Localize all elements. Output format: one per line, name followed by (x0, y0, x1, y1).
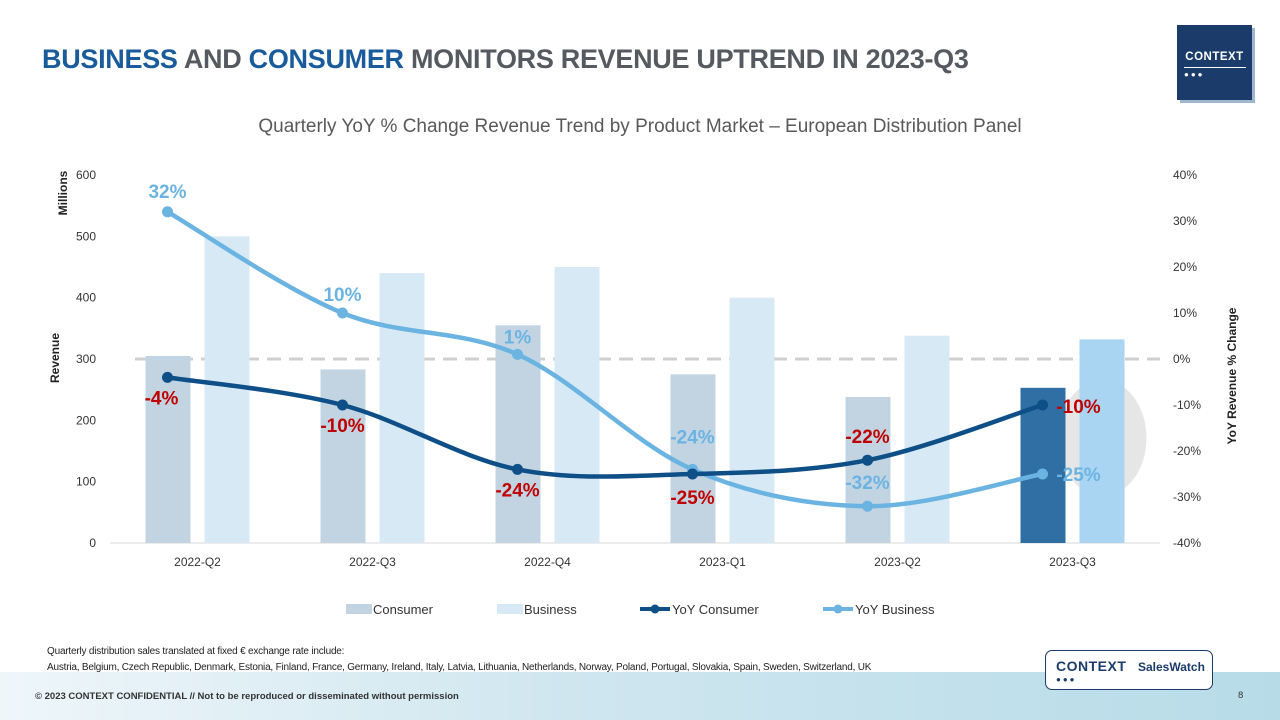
y2-tick-label: -30% (1173, 490, 1201, 504)
point-yoy-consumer (1037, 399, 1048, 411)
y-tick-label: 100 (76, 475, 96, 489)
point-yoy-business (162, 206, 173, 218)
x-tick-label: 2022-Q3 (349, 555, 396, 569)
legend-marker (650, 604, 660, 614)
saleswatch-badge: CONTEXT SalesWatch ●●● (1045, 650, 1213, 690)
line-yoy-business (165, 209, 1045, 509)
bar-consumer (1020, 387, 1066, 543)
copyright-text: © 2023 CONTEXT CONFIDENTIAL // Not to be… (35, 691, 459, 702)
point-yoy-business (1037, 468, 1048, 480)
point-yoy-business (512, 348, 523, 360)
label-yoy-business: -24% (670, 427, 714, 448)
y-unit-label: Millions (56, 170, 70, 215)
y2-tick-label: -40% (1173, 536, 1201, 550)
label-yoy-business: 32% (148, 182, 186, 203)
label-yoy-consumer: -25% (670, 488, 714, 509)
bar-business (204, 236, 250, 544)
y-tick-label: 500 (76, 229, 96, 243)
footnote-line-1: Quarterly distribution sales translated … (47, 646, 345, 657)
x-tick-label: 2023-Q2 (874, 555, 921, 569)
y2-axis-title: YoY Revenue % Change (1225, 307, 1239, 444)
y2-tick-label: 10% (1173, 306, 1197, 320)
point-yoy-business (862, 500, 873, 512)
title-business: BUSINESS (42, 44, 178, 74)
footnote-countries: Austria, Belgium, Czech Republic, Denmar… (47, 662, 872, 673)
line-yoy-consumer (165, 375, 1045, 479)
label-yoy-business: -25% (1056, 465, 1100, 486)
legend-marker (833, 604, 843, 614)
saleswatch-dots-icon: ●●● (1056, 675, 1077, 684)
logo-dots-icon: ●●● (1184, 70, 1205, 79)
x-tick-label: 2023-Q3 (1049, 555, 1096, 569)
point-yoy-consumer (162, 371, 173, 383)
y2-tick-label: 30% (1173, 214, 1197, 228)
label-yoy-consumer: -4% (145, 388, 179, 409)
x-tick-label: 2023-Q1 (699, 555, 746, 569)
point-yoy-business (337, 307, 348, 319)
y-tick-label: 300 (76, 352, 96, 366)
bar-business (729, 297, 775, 543)
y2-tick-label: -20% (1173, 444, 1201, 458)
y2-tick-label: 20% (1173, 260, 1197, 274)
label-yoy-consumer: -22% (845, 427, 889, 448)
y2-tick-label: 40% (1173, 168, 1197, 182)
saleswatch-text: SalesWatch (1138, 660, 1205, 674)
point-yoy-consumer (862, 454, 873, 466)
label-yoy-consumer: -10% (1056, 397, 1100, 418)
saleswatch-context-text: CONTEXT (1056, 658, 1127, 674)
page-number: 8 (1238, 690, 1244, 701)
page-title: BUSINESS AND CONSUMER MONITORS REVENUE U… (42, 44, 969, 75)
label-yoy-business: -32% (845, 473, 889, 494)
chart-title: Quarterly YoY % Change Revenue Trend by … (258, 116, 1022, 137)
y-tick-label: 600 (76, 168, 96, 182)
legend-label: YoY Business (855, 602, 935, 617)
bar-consumer (670, 374, 716, 543)
y-tick-label: 0 (89, 536, 96, 550)
title-and: AND (177, 44, 249, 74)
label-yoy-business: 1% (504, 327, 532, 348)
title-rest: MONITORS REVENUE UPTREND IN 2023-Q3 (403, 44, 969, 74)
y2-tick-label: 0% (1173, 352, 1191, 366)
y2-tick-label: -10% (1173, 398, 1201, 412)
y-tick-label: 200 (76, 413, 96, 427)
logo-divider (1184, 67, 1246, 68)
point-yoy-consumer (337, 399, 348, 411)
y-tick-label: 400 (76, 291, 96, 305)
x-tick-label: 2022-Q4 (524, 555, 571, 569)
label-yoy-consumer: -10% (320, 416, 364, 437)
y-axis-title: Revenue (48, 333, 62, 383)
label-yoy-consumer: -24% (495, 480, 539, 501)
point-yoy-consumer (687, 468, 698, 480)
bar-business (1079, 339, 1125, 543)
legend-label: YoY Consumer (672, 602, 759, 617)
legend-swatch (497, 604, 523, 614)
label-yoy-business: 10% (323, 285, 361, 306)
context-logo: CONTEXT ●●● (1177, 25, 1252, 100)
legend-label: Consumer (373, 602, 434, 617)
x-tick-label: 2022-Q2 (174, 555, 221, 569)
point-yoy-consumer (512, 463, 523, 475)
bar-consumer (845, 397, 891, 543)
bar-consumer (320, 369, 366, 543)
bar-business (379, 273, 425, 543)
legend-label: Business (524, 602, 577, 617)
footnote: Quarterly distribution sales translated … (47, 644, 871, 676)
legend-swatch (346, 604, 372, 614)
chart-canvas: 0 100 200 300 400 500 600 -40% -30% -20% -10% 0% 10%… (48, 168, 1239, 617)
title-consumer: CONSUMER (248, 44, 404, 74)
logo-text: CONTEXT (1185, 51, 1244, 63)
bar-consumer (145, 355, 191, 543)
